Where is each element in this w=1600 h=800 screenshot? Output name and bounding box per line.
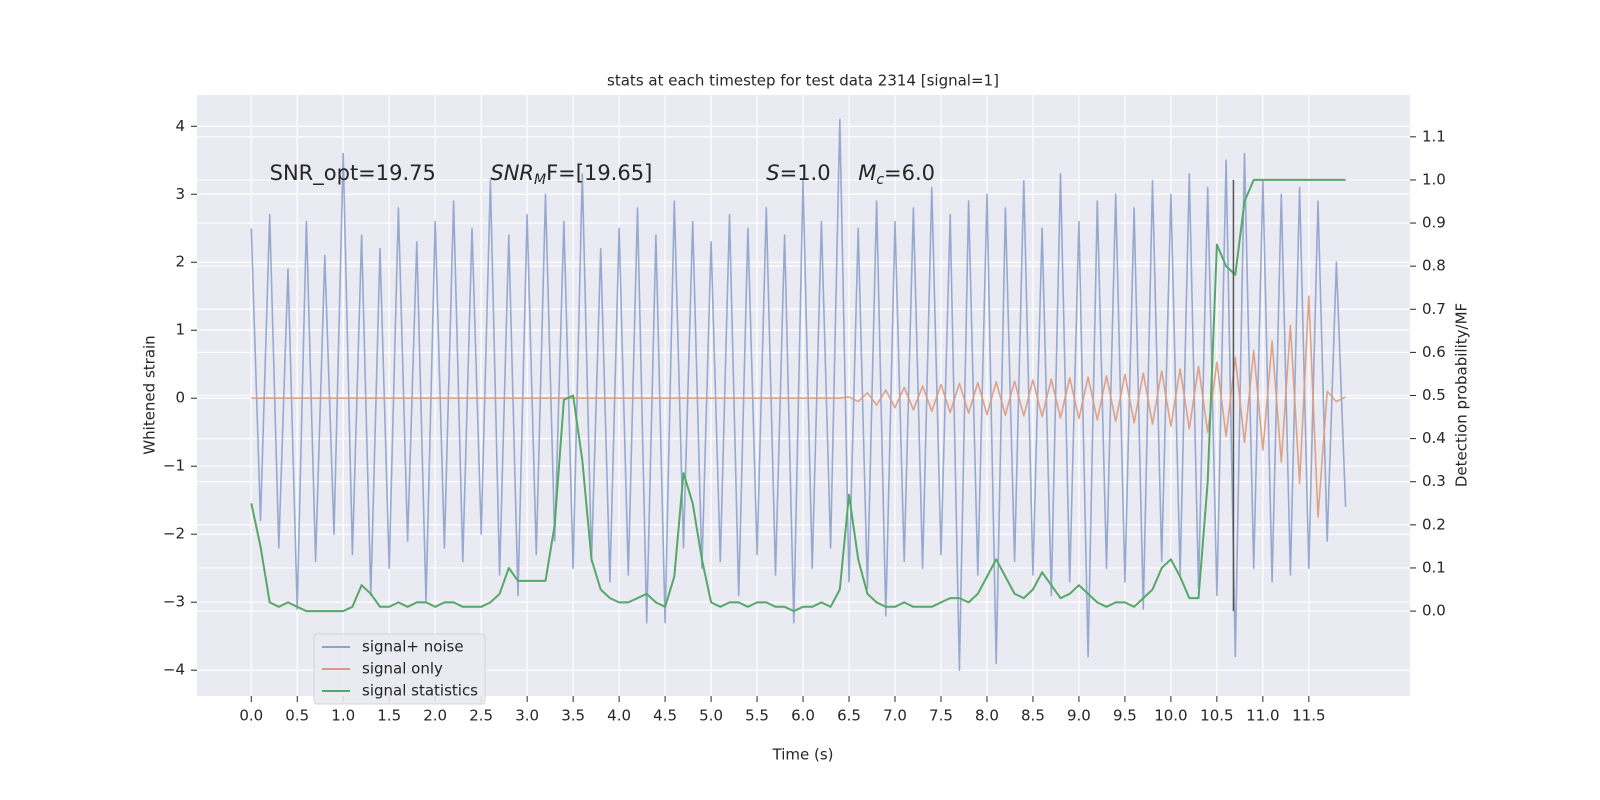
annotation-tail: =1.0: [780, 161, 831, 185]
grid: [197, 95, 1410, 696]
x-axis-label: Time (s): [772, 746, 834, 764]
annotation-base: M: [858, 161, 876, 185]
x-tick-label: 9.5: [1113, 707, 1137, 725]
y-axis-label: Whitened strain: [141, 335, 159, 454]
y2-tick-label: 1.1: [1422, 127, 1446, 145]
y-tick-label: 4: [175, 117, 185, 135]
annotation-tail: =6.0: [884, 161, 935, 185]
x-tick-label: 2.5: [469, 707, 493, 725]
y-tick-label: 2: [175, 253, 185, 271]
y-tick-label: 3: [175, 185, 185, 203]
y2-tick-label: 0.5: [1422, 386, 1446, 404]
x-tick-label: 10.5: [1200, 707, 1233, 725]
y2-axis-label: Detection probability/MF: [1453, 303, 1471, 487]
annotation-sub: M: [534, 172, 546, 188]
x-tick-label: 4.0: [607, 707, 631, 725]
annotation-sub: c: [876, 172, 884, 188]
series-line: [251, 295, 1346, 518]
x-tick-label: 11.0: [1246, 707, 1279, 725]
y-tick-label: −3: [163, 593, 185, 611]
x-tick-label: 6.0: [791, 707, 815, 725]
x-tick-label: 1.0: [331, 707, 355, 725]
annotation-base: SNR_opt=19.75: [270, 161, 436, 186]
annotation: SNR_opt=19.75: [270, 161, 436, 186]
y-tick-label: −4: [163, 661, 185, 679]
x-tick-label: 8.0: [975, 707, 999, 725]
y-tick-label: −1: [163, 457, 185, 475]
x-tick-label: 11.5: [1292, 707, 1325, 725]
y2-tick-label: 0.2: [1422, 515, 1446, 533]
annotation-base: S: [766, 161, 779, 185]
x-tick-label: 7.0: [883, 707, 907, 725]
annotation-base: SNR: [490, 161, 534, 185]
annotation: SNRMF=[19.65]: [490, 161, 652, 188]
y2-tick-label: 0.6: [1422, 343, 1446, 361]
annotation: Mc=6.0: [858, 161, 935, 188]
x-tick-label: 0.5: [285, 707, 309, 725]
y2-tick-label: 0.7: [1422, 300, 1446, 318]
y2-tick-label: 0.3: [1422, 472, 1446, 490]
legend: signal+ noise signal only signal statistic…: [313, 633, 486, 705]
x-tick-label: 6.5: [837, 707, 861, 725]
y2-tick-label: 0.4: [1422, 429, 1446, 447]
y-tick-label: −2: [163, 525, 185, 543]
y2-tick-label: 0.1: [1422, 558, 1446, 576]
x-tick-label: 10.0: [1154, 707, 1187, 725]
y-tick-label: 1: [175, 321, 185, 339]
legend-label: signal statistics: [362, 682, 478, 700]
x-tick-label: 5.5: [745, 707, 769, 725]
annotation: S=1.0: [766, 161, 830, 185]
y2-tick-label: 0.9: [1422, 214, 1446, 232]
x-tick-label: 4.5: [653, 707, 677, 725]
x-tick-label: 8.5: [1021, 707, 1045, 725]
y2-tick-label: 0.0: [1422, 602, 1446, 620]
x-tick-label: 9.0: [1067, 707, 1091, 725]
x-tick-label: 7.5: [929, 707, 953, 725]
legend-box: [313, 633, 486, 705]
x-tick-label: 5.0: [699, 707, 723, 725]
x-tick-label: 1.5: [377, 707, 401, 725]
legend-label: signal only: [362, 660, 443, 678]
legend-label: signal+ noise: [362, 638, 464, 656]
x-tick-label: 3.0: [515, 707, 539, 725]
annotation-tail: F=[19.65]: [546, 161, 652, 185]
y2-tick-label: 0.8: [1422, 257, 1446, 275]
chart-title: stats at each timestep for test data 231…: [607, 72, 999, 90]
x-tick-label: 0.0: [239, 707, 263, 725]
x-tick-label: 3.5: [561, 707, 585, 725]
x-tick-label: 2.0: [423, 707, 447, 725]
y-tick-label: 0: [175, 389, 185, 407]
series-line: [250, 118, 1347, 671]
series-line: [250, 178, 1346, 613]
y2-tick-label: 1.0: [1422, 170, 1446, 188]
